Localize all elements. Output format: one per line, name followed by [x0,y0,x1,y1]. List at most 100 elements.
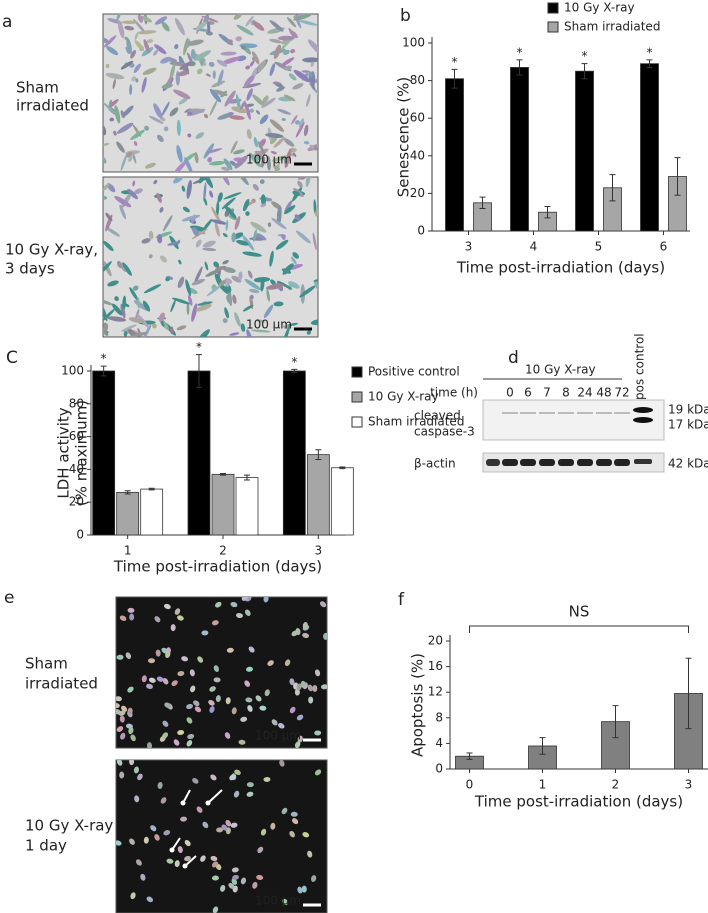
y-axis-label: Senescence (%) [395,77,413,197]
cell [137,14,143,23]
cell [160,56,172,64]
cell [294,688,300,696]
cell [215,200,220,217]
cell [300,177,308,180]
cell [105,72,125,80]
cell [289,706,296,714]
cell [311,875,317,882]
y-tick-label: 60 [410,111,425,125]
cell [186,179,192,199]
bar [92,370,116,536]
y-tick-label: 20 [410,186,425,200]
cell [230,140,238,154]
panel-letter: e [4,588,14,608]
scale-bar-label: 100 μm [255,894,301,908]
cell [302,632,310,639]
cell [178,259,182,265]
cell [245,697,253,703]
cell [228,111,234,116]
cell [226,294,233,305]
cell [259,114,269,125]
cell [177,671,185,677]
cell [103,183,110,191]
cell [292,83,304,90]
bar [330,467,354,536]
cell [283,138,295,147]
cell [160,255,167,263]
significance-mark: * [517,45,523,59]
cell [224,732,231,739]
pos-control-label: pos control [633,333,647,400]
cell [312,232,317,251]
cell [270,822,276,830]
cell [297,180,303,188]
cell [205,73,211,77]
cell [148,115,164,124]
cell [123,331,128,337]
cell [292,190,301,196]
cell [223,158,233,171]
cell [224,278,230,287]
cell [186,703,193,710]
panel-letter: f [398,590,405,610]
cell [194,152,199,164]
cell [201,218,213,233]
cell [242,235,255,251]
cell [105,227,121,237]
cell [273,44,282,60]
error-bar [581,63,588,80]
cell [301,885,307,893]
cell [129,838,135,845]
cell [233,149,245,155]
cell [298,20,318,26]
bar [211,473,235,536]
cell [134,795,140,803]
cell [177,276,185,289]
legend-label: 10 Gy X-ray [564,1,635,15]
cell [267,222,272,227]
cell [157,782,163,789]
cell [229,332,240,336]
cell [120,732,126,740]
cell [195,239,202,248]
cell [233,790,240,798]
cell [173,739,180,746]
cell [213,261,220,268]
cell [284,148,292,168]
micrograph: 100 μm [102,176,319,338]
blot-band [633,407,653,413]
cell [217,112,233,120]
error-bar [609,174,616,202]
cell [174,17,185,36]
y-tick-label: 8 [435,710,443,724]
cell [297,735,303,743]
cell [208,700,215,706]
blot-band [577,412,593,414]
band-label: cleaved [414,409,461,423]
cell [114,105,121,124]
cell [300,680,306,688]
blot-band [539,459,555,466]
y-tick-label: 20 [69,495,84,509]
cell [176,145,183,163]
cell [233,14,242,20]
cell [153,179,158,185]
cell [203,197,208,206]
cell [163,603,171,610]
error-bar [479,196,486,209]
cell [203,182,207,202]
error-bar [148,487,155,491]
cell [256,319,265,323]
cell [193,50,211,61]
cell [163,830,171,836]
blot-band [539,412,555,414]
y-tick-label: 60 [69,429,84,443]
cell [137,773,143,781]
cell [215,695,221,703]
cell [209,88,222,103]
cell [156,192,162,203]
y-tick-label: 100 [402,36,425,50]
cell [314,208,318,217]
cell [133,188,143,195]
cell [173,160,187,172]
